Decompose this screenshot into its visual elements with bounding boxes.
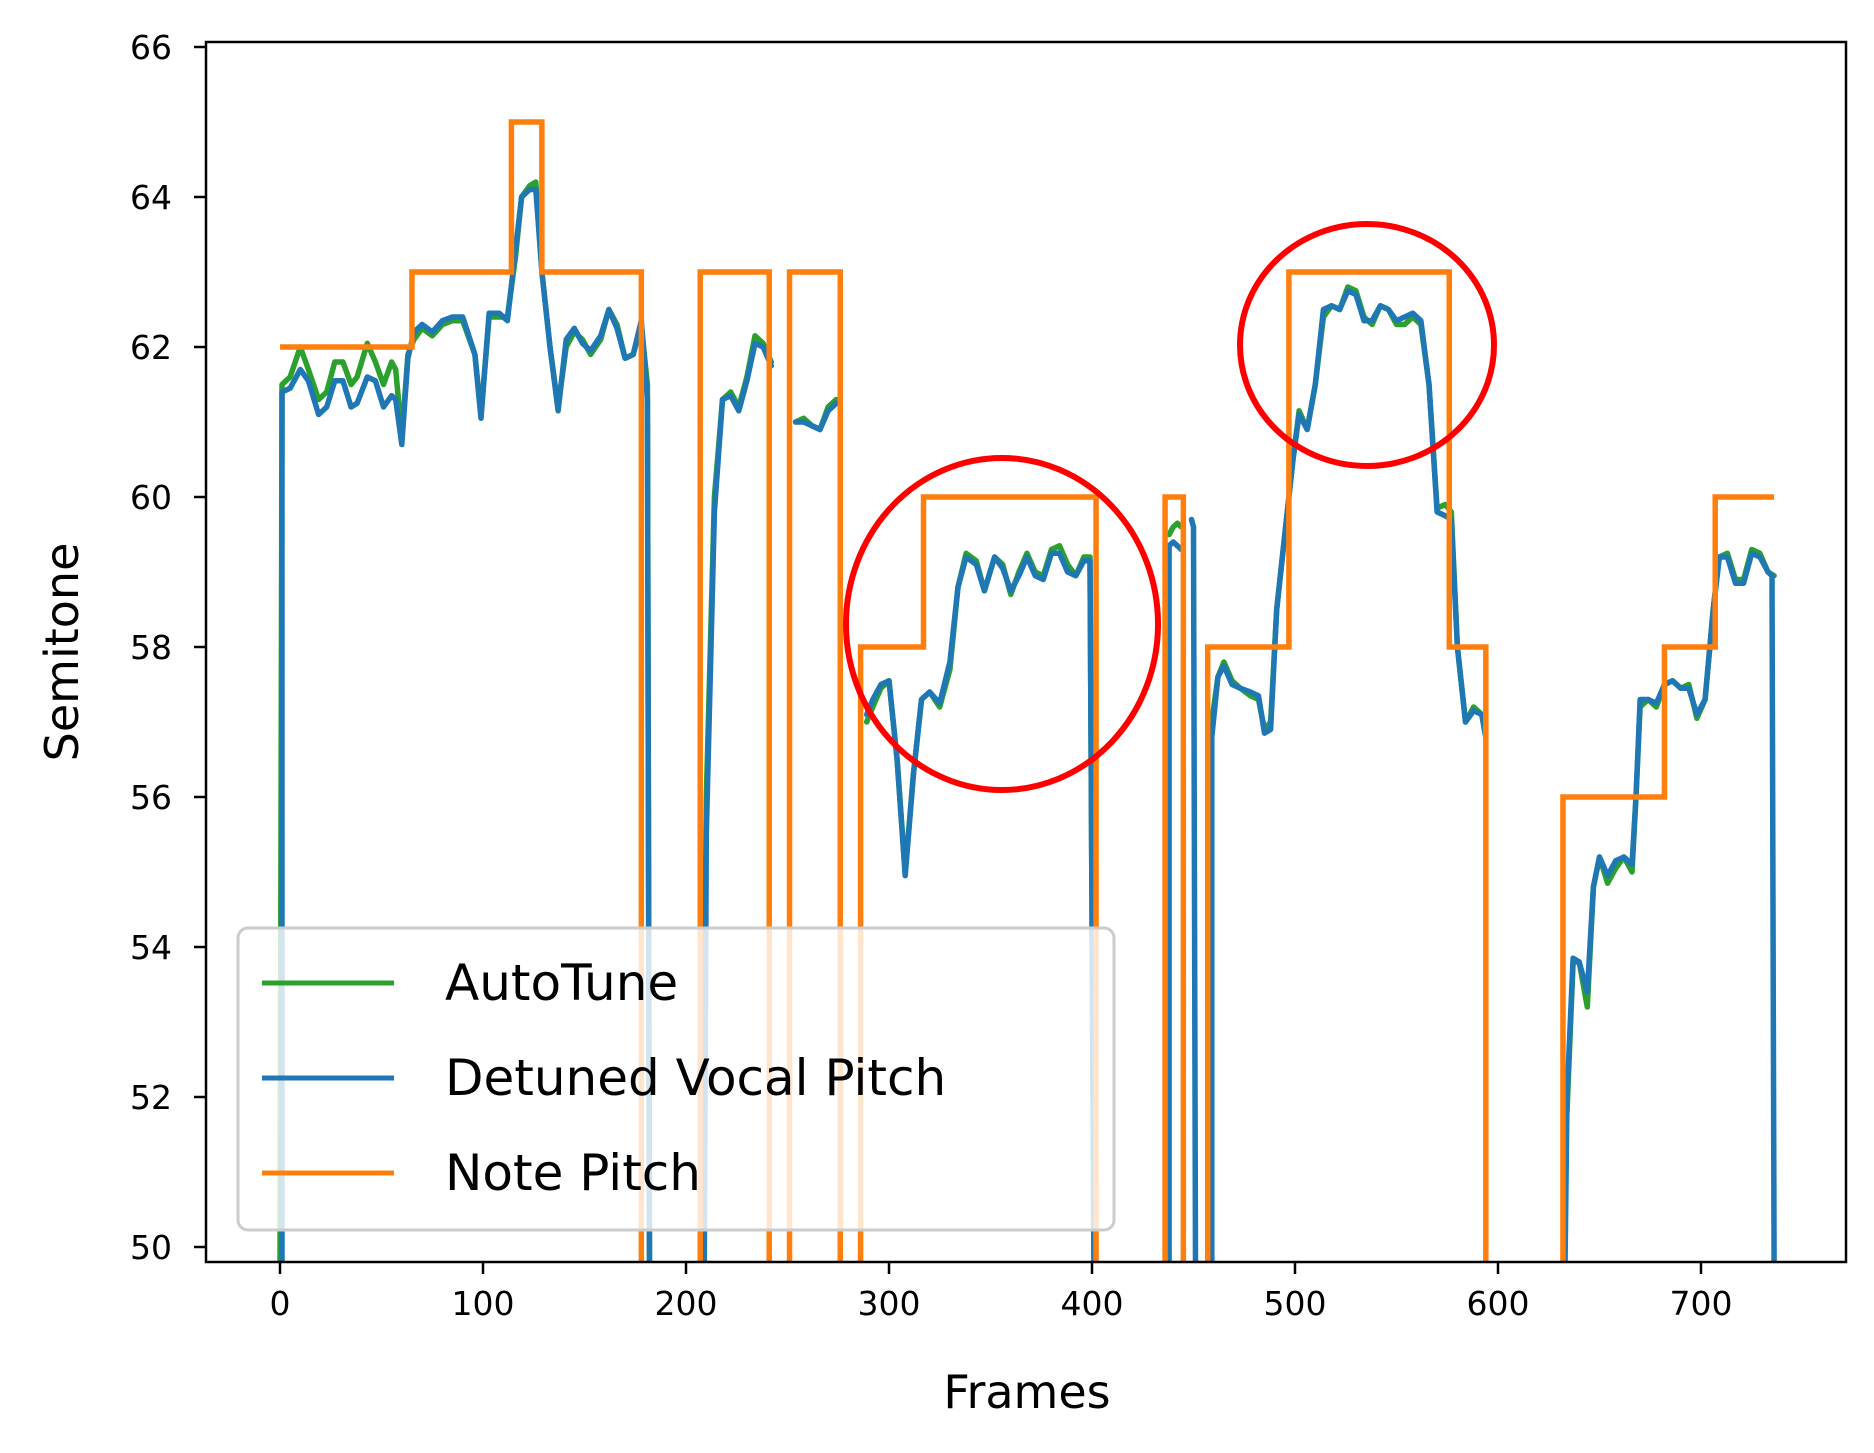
y-tick-label: 58 [130,628,172,667]
series-note-pitch [280,119,1775,1262]
x-tick-label: 200 [655,1284,718,1323]
x-tick-label: 100 [452,1284,515,1323]
x-tick-label: 700 [1670,1284,1733,1323]
plot-area [277,119,1777,1262]
x-axis-label: Frames [943,1365,1110,1419]
legend-label-detuned-vocal-pitch: Detuned Vocal Pitch [445,1049,946,1107]
annotation-layer [843,221,1497,793]
axes-frame [204,40,1848,1264]
y-tick-label: 50 [130,1228,172,1267]
y-tick-label: 56 [130,778,172,817]
y-axis: 50 52 54 56 58 60 62 64 66 [130,28,206,1267]
legend: AutoTune Detuned Vocal Pitch Note Pitch [236,926,1116,1232]
y-tick-label: 66 [130,28,172,67]
x-tick-label: 500 [1264,1284,1327,1323]
y-tick-label: 52 [130,1078,172,1117]
x-tick-label: 600 [1467,1284,1530,1323]
y-tick-label: 54 [130,928,172,967]
y-tick-label: 60 [130,478,172,517]
x-axis: 0 100 200 300 400 500 600 700 [270,1262,1733,1323]
x-tick-label: 0 [270,1284,291,1323]
y-axis-label: Semitone [35,543,89,762]
x-tick-label: 400 [1061,1284,1124,1323]
legend-box [236,926,1116,1232]
highlight-circle-2 [1237,221,1497,469]
x-tick-label: 300 [858,1284,921,1323]
legend-label-note-pitch: Note Pitch [445,1144,701,1202]
y-tick-label: 64 [130,178,172,217]
highlight-circle-1 [843,455,1161,793]
legend-label-autotune: AutoTune [445,954,678,1012]
y-tick-label: 62 [130,328,172,367]
